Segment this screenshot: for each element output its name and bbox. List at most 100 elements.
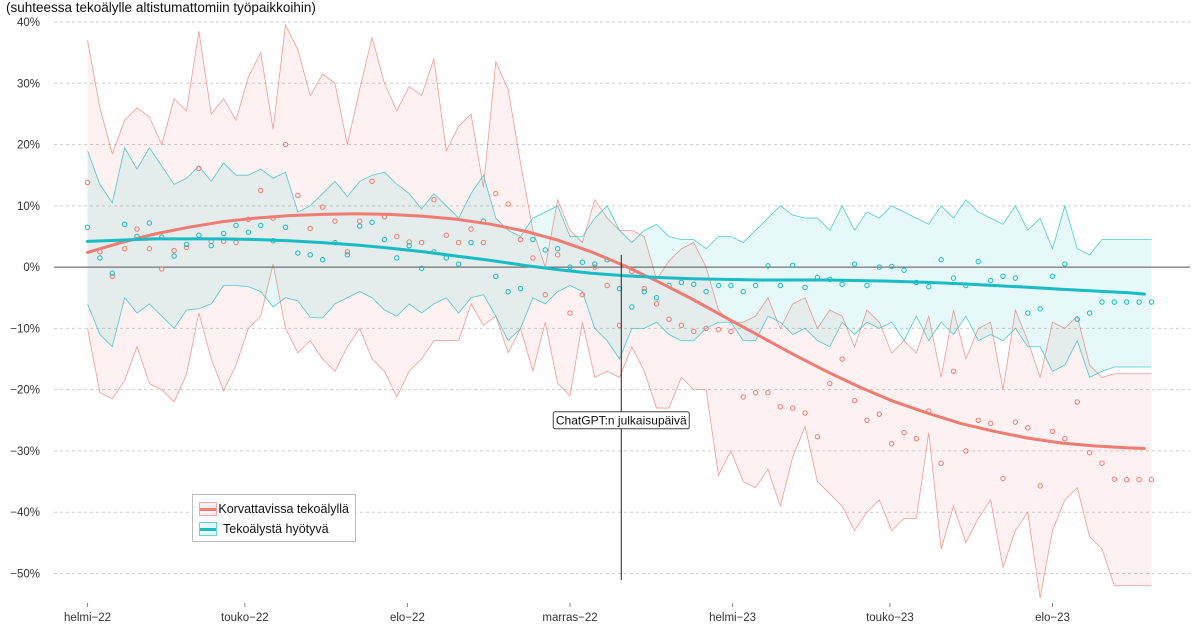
point-benefiting <box>344 252 351 258</box>
point-replaceable <box>1037 483 1043 489</box>
point-replaceable <box>84 179 91 186</box>
point-benefiting <box>357 223 363 229</box>
point-benefiting <box>381 236 388 243</box>
point-benefiting <box>567 264 573 270</box>
point-replaceable <box>1148 477 1155 483</box>
x-tick-label: touko−23 <box>866 612 914 624</box>
point-replaceable <box>307 225 313 232</box>
point-replaceable <box>579 291 586 298</box>
point-replaceable <box>357 218 363 224</box>
point-benefiting <box>97 255 103 261</box>
point-benefiting <box>554 246 561 252</box>
ribbon-upper-edge <box>87 146 1152 256</box>
point-benefiting <box>975 258 981 265</box>
point-benefiting <box>208 242 214 249</box>
x-axis-ticks: helmi−22 touko−22 elo−22 marras−22 helmi−23 t… <box>64 603 1070 624</box>
annotation-box <box>552 411 690 430</box>
point-benefiting <box>740 288 746 295</box>
point-replaceable <box>530 255 536 261</box>
point-replaceable <box>134 226 140 232</box>
point-benefiting <box>715 282 722 289</box>
point-benefiting <box>171 253 177 259</box>
point-replaceable <box>1012 419 1019 425</box>
point-benefiting <box>84 224 91 230</box>
point-benefiting <box>1049 273 1056 279</box>
legend-item-benefiting: Tekoälystä hyötyvä <box>199 519 349 539</box>
point-benefiting <box>505 288 511 295</box>
point-replaceable <box>864 417 870 423</box>
point-benefiting <box>1086 310 1093 316</box>
point-benefiting <box>839 281 845 287</box>
point-benefiting <box>468 239 474 246</box>
point-benefiting <box>295 250 301 256</box>
point-benefiting <box>1148 299 1155 305</box>
x-tick-label: elo−23 <box>1035 612 1070 624</box>
point-replaceable <box>802 410 808 416</box>
point-benefiting <box>406 242 412 249</box>
point-benefiting <box>703 288 709 295</box>
y-tick-label: 10% <box>17 201 40 213</box>
point-benefiting <box>888 263 895 270</box>
point-benefiting <box>121 221 128 227</box>
point-benefiting <box>418 265 425 272</box>
point-replaceable <box>159 266 165 272</box>
point-replaceable <box>851 397 858 404</box>
point-replaceable <box>641 285 647 292</box>
point-replaceable <box>604 282 610 289</box>
point-benefiting <box>1074 316 1080 322</box>
y-tick-label: −30% <box>10 446 40 458</box>
point-replaceable <box>592 264 598 270</box>
y-tick-label: −20% <box>10 385 40 397</box>
point-replaceable <box>839 356 845 362</box>
point-replaceable <box>1062 435 1068 442</box>
point-benefiting <box>109 270 115 276</box>
point-replaceable <box>468 226 474 232</box>
ribbon-replaceable <box>87 25 1152 599</box>
point-replaceable <box>901 429 907 436</box>
point-benefiting <box>319 257 326 263</box>
point-benefiting <box>579 259 586 265</box>
point-replaceable <box>319 204 326 210</box>
point-benefiting <box>752 282 759 289</box>
point-replaceable <box>1086 450 1093 456</box>
point-replaceable <box>728 328 734 335</box>
point-replaceable <box>1049 428 1056 435</box>
point-benefiting <box>789 262 796 268</box>
point-replaceable <box>691 328 697 335</box>
point-benefiting <box>728 282 734 289</box>
legend-label-benefiting: Tekoälystä hyötyvä <box>223 522 329 536</box>
point-benefiting <box>926 284 932 290</box>
point-replaceable <box>987 420 994 427</box>
point-replaceable <box>1099 460 1105 466</box>
point-replaceable <box>827 380 833 387</box>
y-tick-label: 30% <box>17 78 40 90</box>
legend-label-replaceable: Korvattavissa tekoälyllä <box>218 502 349 516</box>
point-benefiting <box>542 247 548 253</box>
point-benefiting <box>1000 273 1006 279</box>
x-tick-label: marras−22 <box>542 612 597 624</box>
point-benefiting <box>592 261 598 267</box>
point-replaceable <box>443 232 450 238</box>
point-benefiting <box>493 273 499 279</box>
point-replaceable <box>505 201 511 207</box>
point-benefiting <box>455 261 462 267</box>
point-benefiting <box>950 275 957 281</box>
point-benefiting <box>1111 299 1118 305</box>
point-replaceable <box>455 239 462 246</box>
y-tick-label: −50% <box>10 568 40 580</box>
chart-subtitle: (suhteessa tekoälylle altistumattomiin t… <box>6 0 316 15</box>
point-replaceable <box>876 411 882 417</box>
point-replaceable <box>653 301 660 307</box>
point-replaceable <box>789 405 796 411</box>
point-benefiting <box>394 255 400 261</box>
point-replaceable <box>258 187 264 194</box>
point-benefiting <box>146 220 153 226</box>
point-benefiting <box>901 267 907 273</box>
point-benefiting <box>641 288 647 295</box>
ribbon-lower-edge <box>87 285 1152 378</box>
point-benefiting <box>258 222 264 229</box>
y-tick-label: 0% <box>23 262 40 274</box>
point-replaceable <box>517 236 524 243</box>
x-tick-label: helmi−23 <box>709 612 756 624</box>
